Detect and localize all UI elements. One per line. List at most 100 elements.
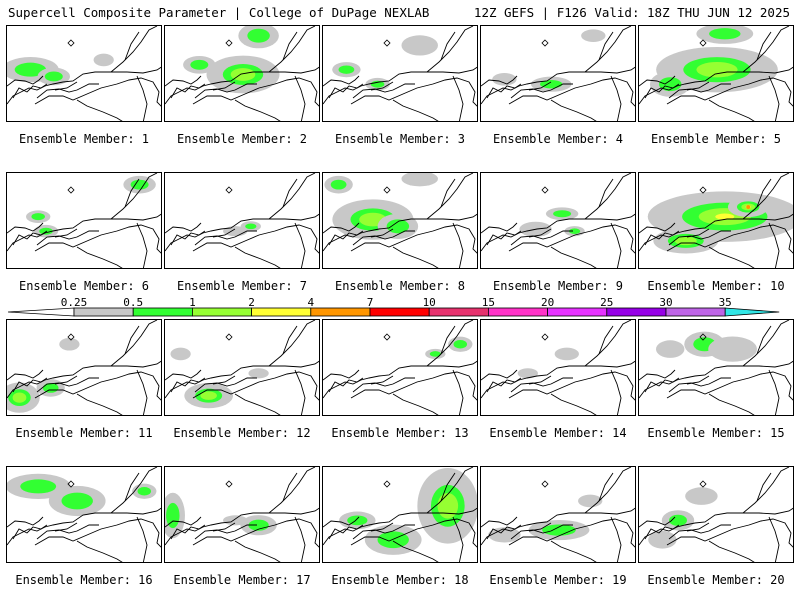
boundary-line — [508, 224, 635, 254]
scp-contour — [223, 515, 248, 526]
ensemble-member-label: Ensemble Member: 11 — [15, 426, 153, 440]
boundary-line — [328, 377, 364, 393]
boundary-line — [708, 246, 755, 268]
boundary-line — [352, 377, 415, 393]
boundary-line — [350, 518, 477, 548]
boundary-line — [7, 222, 44, 234]
colorbar-segment — [369, 307, 430, 317]
diamond-marker-icon — [383, 480, 391, 488]
scp-contour — [708, 336, 757, 362]
colorbar-segment — [428, 307, 489, 317]
boundary-line — [550, 99, 597, 121]
boundary-line — [756, 31, 772, 61]
boundary-line — [323, 369, 360, 381]
colorbar-tick-label: 35 — [719, 296, 732, 309]
boundary-line — [110, 467, 158, 514]
boundary-line — [76, 99, 123, 121]
boundary-line — [36, 230, 99, 246]
colorbar-segment — [132, 307, 193, 317]
boundary-line — [666, 77, 793, 107]
boundary-line — [666, 371, 793, 401]
diamond-marker-icon — [225, 480, 233, 488]
colorbar-tick-label: 0.5 — [123, 296, 143, 309]
boundary-line — [610, 369, 622, 415]
boundary-line — [110, 26, 158, 73]
boundary-line — [644, 377, 680, 393]
boundary-line — [686, 81, 710, 91]
scp-contour — [581, 29, 606, 43]
diamond-marker-icon — [67, 333, 75, 341]
boundary-line — [686, 228, 710, 238]
boundary-line — [666, 518, 793, 548]
boundary-line — [268, 320, 316, 367]
scp-contour — [648, 530, 677, 549]
scp-contour — [223, 226, 248, 237]
colorbar-tick-label: 15 — [482, 296, 495, 309]
map-canvas — [639, 173, 793, 268]
boundary-line — [54, 81, 78, 91]
ensemble-member-label: Ensemble Member: 3 — [334, 132, 466, 146]
colorbar-tick-label: 0.25 — [61, 296, 88, 309]
boundary-line — [192, 224, 319, 254]
colorbar-tick-label: 10 — [423, 296, 436, 309]
boundary-line — [34, 77, 161, 107]
boundary-line — [639, 360, 793, 399]
scp-contour — [656, 340, 685, 358]
scp-contour — [539, 80, 563, 89]
scp-contour — [553, 210, 572, 218]
boundary-line — [392, 246, 439, 268]
boundary-line — [165, 507, 319, 546]
ensemble-member-label: Ensemble Member: 5 — [650, 132, 782, 146]
boundary-line — [165, 75, 202, 87]
map-panel — [480, 172, 636, 269]
scp-contour — [245, 223, 257, 230]
scp-contour — [709, 28, 741, 40]
boundary-line — [136, 75, 148, 121]
map-panel — [322, 25, 478, 122]
boundary-line — [110, 320, 158, 367]
boundary-line — [194, 230, 257, 246]
boundary-line — [212, 81, 236, 91]
map-panel — [480, 319, 636, 416]
ensemble-member-label: Ensemble Member: 15 — [647, 426, 785, 440]
boundary-line — [352, 230, 415, 246]
scp-contour — [401, 173, 438, 187]
boundary-line — [668, 230, 731, 246]
map-panel — [322, 172, 478, 269]
boundary-line — [508, 371, 635, 401]
diamond-marker-icon — [699, 186, 707, 194]
ensemble-member-label: Ensemble Member: 17 — [173, 573, 311, 587]
boundary-line — [768, 75, 780, 121]
ensemble-member-label: Ensemble Member: 10 — [647, 279, 785, 293]
boundary-line — [352, 83, 415, 99]
boundary-line — [639, 516, 676, 528]
boundary-line — [54, 375, 78, 385]
boundary-line — [481, 360, 635, 399]
map-panel — [164, 466, 320, 563]
boundary-line — [323, 222, 360, 234]
boundary-line — [481, 516, 518, 528]
boundary-line — [584, 320, 632, 367]
colorbar-segment — [547, 307, 608, 317]
boundary-line — [282, 325, 298, 355]
diamond-marker-icon — [225, 39, 233, 47]
colorbar-segment — [73, 307, 134, 317]
map-panel — [638, 319, 794, 416]
color-scale-legend: 0.25 0.5 1 2 4 7 10 15 20 25 30 35 — [7, 296, 780, 317]
diamond-marker-icon — [225, 186, 233, 194]
boundary-line — [34, 518, 161, 548]
ensemble-member-label: Ensemble Member: 13 — [331, 426, 469, 440]
boundary-line — [110, 173, 158, 220]
map-panel — [322, 466, 478, 563]
diamond-marker-icon — [541, 186, 549, 194]
boundary-line — [165, 222, 202, 234]
map-panel — [480, 25, 636, 122]
colorbar-segment — [606, 307, 667, 317]
ensemble-member-label: Ensemble Member: 8 — [334, 279, 466, 293]
boundary-line — [440, 325, 456, 355]
diamond-marker-icon — [541, 39, 549, 47]
boundary-line — [350, 224, 477, 254]
boundary-line — [426, 173, 474, 220]
boundary-line — [323, 360, 477, 399]
scp-contour — [568, 228, 581, 234]
